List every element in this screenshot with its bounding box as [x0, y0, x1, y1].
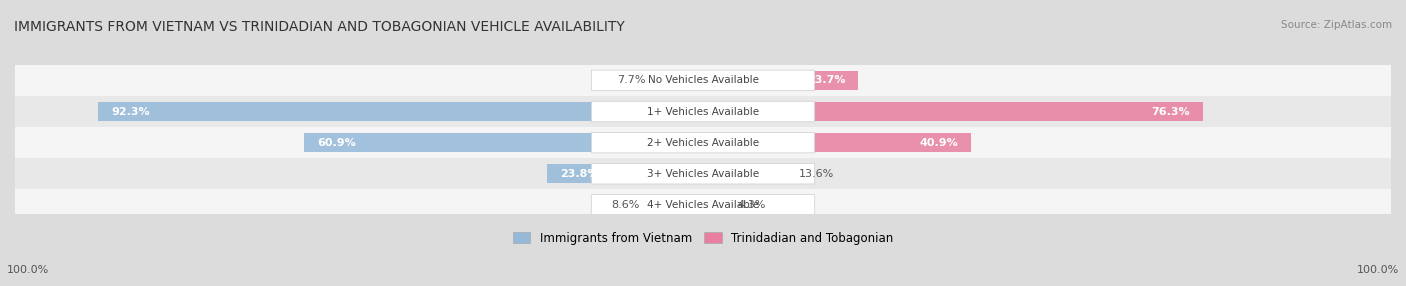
Bar [652, 71, 703, 90]
Text: 40.9%: 40.9% [920, 138, 957, 148]
Text: 76.3%: 76.3% [1152, 106, 1189, 116]
Text: No Vehicles Available: No Vehicles Available [648, 76, 758, 86]
Bar [304, 133, 703, 152]
Bar [98, 102, 703, 121]
Bar [15, 158, 1391, 189]
FancyBboxPatch shape [592, 132, 814, 153]
FancyBboxPatch shape [592, 101, 814, 122]
Text: 23.8%: 23.8% [560, 169, 599, 179]
FancyBboxPatch shape [592, 70, 814, 91]
FancyBboxPatch shape [592, 194, 814, 215]
Text: 2+ Vehicles Available: 2+ Vehicles Available [647, 138, 759, 148]
Text: 1+ Vehicles Available: 1+ Vehicles Available [647, 106, 759, 116]
Bar [647, 195, 703, 214]
Text: Source: ZipAtlas.com: Source: ZipAtlas.com [1281, 20, 1392, 30]
Bar [703, 71, 858, 90]
Bar [15, 189, 1391, 221]
Text: 60.9%: 60.9% [318, 138, 356, 148]
Bar [15, 96, 1391, 127]
Bar [703, 102, 1204, 121]
Text: 100.0%: 100.0% [1357, 265, 1399, 275]
Bar [15, 65, 1391, 96]
Text: 3+ Vehicles Available: 3+ Vehicles Available [647, 169, 759, 179]
Text: 23.7%: 23.7% [807, 76, 845, 86]
Text: 4+ Vehicles Available: 4+ Vehicles Available [647, 200, 759, 210]
FancyBboxPatch shape [592, 164, 814, 184]
Bar [703, 195, 731, 214]
Legend: Immigrants from Vietnam, Trinidadian and Tobagonian: Immigrants from Vietnam, Trinidadian and… [513, 231, 893, 245]
Text: 100.0%: 100.0% [7, 265, 49, 275]
Text: 8.6%: 8.6% [612, 200, 640, 210]
Bar [547, 164, 703, 183]
Text: 7.7%: 7.7% [617, 76, 645, 86]
Text: 13.6%: 13.6% [799, 169, 834, 179]
Bar [703, 164, 792, 183]
Bar [703, 133, 972, 152]
Text: 4.3%: 4.3% [738, 200, 766, 210]
Text: IMMIGRANTS FROM VIETNAM VS TRINIDADIAN AND TOBAGONIAN VEHICLE AVAILABILITY: IMMIGRANTS FROM VIETNAM VS TRINIDADIAN A… [14, 20, 624, 34]
Bar [15, 127, 1391, 158]
Text: 92.3%: 92.3% [111, 106, 150, 116]
